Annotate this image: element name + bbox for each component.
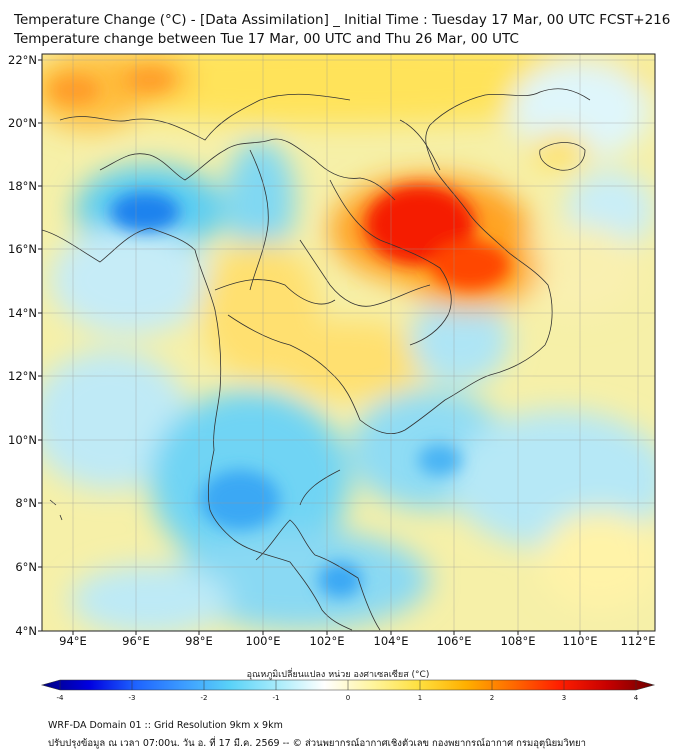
lon-tick-label: 100°E bbox=[246, 634, 281, 648]
lat-tick-label: 16°N bbox=[8, 242, 37, 256]
update-credit: ปรับปรุงข้อมูล ณ เวลา 07:00น. วัน อ. ที่… bbox=[48, 738, 586, 749]
lon-tick-label: 96°E bbox=[122, 634, 150, 648]
colorbar-tick-label: 1 bbox=[418, 694, 422, 702]
lon-tick-label: 108°E bbox=[501, 634, 536, 648]
lat-tick-label: 14°N bbox=[8, 306, 37, 320]
axis-ticks bbox=[38, 59, 639, 635]
chart-title: Temperature Change (°C) - [Data Assimila… bbox=[14, 12, 671, 28]
lat-tick-label: 20°N bbox=[8, 116, 37, 130]
lat-tick-label: 4°N bbox=[15, 624, 37, 638]
colorbar-tick-label: -1 bbox=[273, 694, 280, 702]
colorbar-tick-label: -3 bbox=[129, 694, 136, 702]
colorbar-tick-label: 3 bbox=[562, 694, 566, 702]
chart-subtitle: Temperature change between Tue 17 Mar, 0… bbox=[14, 31, 519, 47]
colorbar-tick-label: 4 bbox=[634, 694, 639, 702]
lat-tick-label: 6°N bbox=[15, 560, 37, 574]
temperature-field bbox=[42, 54, 655, 631]
colorbar-tick-label: 2 bbox=[490, 694, 494, 702]
map-frame bbox=[41, 53, 656, 632]
lon-tick-label: 110°E bbox=[563, 634, 598, 648]
lon-tick-label: 98°E bbox=[185, 634, 213, 648]
lon-tick-label: 102°E bbox=[310, 634, 345, 648]
lon-tick-label: 112°E bbox=[621, 634, 656, 648]
colorbar-tick-label: -2 bbox=[201, 694, 208, 702]
lat-tick-label: 8°N bbox=[15, 496, 37, 510]
colorbar-title: อุณหภูมิเปลี่ยนแปลง หน่วย องศาเซลเซียส (… bbox=[246, 670, 430, 680]
lon-tick-label: 94°E bbox=[59, 634, 87, 648]
map-gridlines bbox=[42, 54, 655, 631]
lat-tick-label: 10°N bbox=[8, 433, 37, 447]
lat-tick-label: 22°N bbox=[8, 53, 37, 67]
lat-tick-label: 18°N bbox=[8, 179, 37, 193]
model-info: WRF-DA Domain 01 :: Grid Resolution 9km … bbox=[48, 720, 283, 731]
coastline-borders bbox=[42, 88, 591, 631]
lat-tick-label: 12°N bbox=[8, 369, 37, 383]
lon-tick-label: 106°E bbox=[437, 634, 472, 648]
colorbar-tick-label: -4 bbox=[57, 694, 65, 702]
colorbar-ticks: -4 -3 -2 -1 0 1 2 3 4 bbox=[57, 680, 639, 702]
lon-tick-label: 104°E bbox=[374, 634, 409, 648]
colorbar-tick-label: 0 bbox=[346, 694, 350, 702]
